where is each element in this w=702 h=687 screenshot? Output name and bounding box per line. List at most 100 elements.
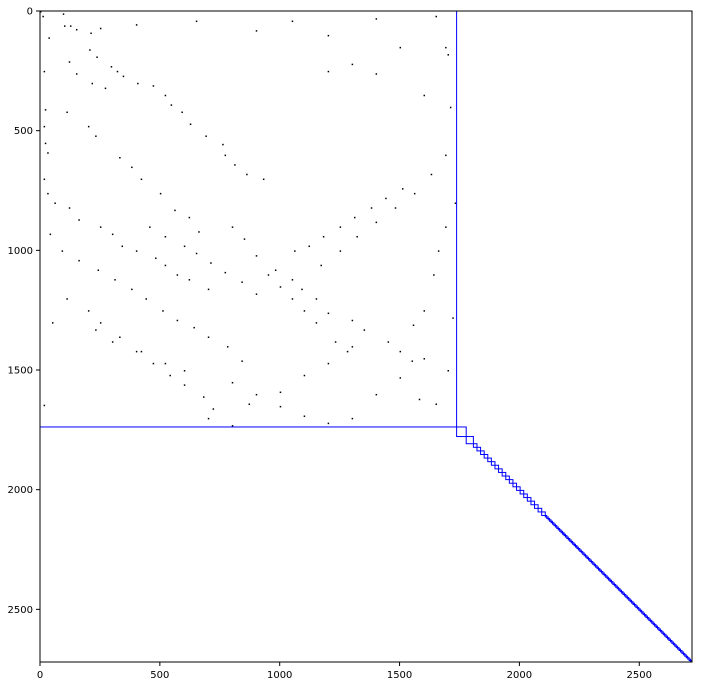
block-outline — [621, 591, 624, 594]
block-outline — [523, 493, 528, 499]
nonzero-point — [322, 235, 325, 238]
nonzero-point — [320, 264, 322, 267]
nonzero-point — [423, 94, 426, 97]
nonzero-point — [308, 245, 310, 248]
nonzero-point — [248, 403, 251, 406]
nonzero-point — [241, 281, 243, 283]
nonzero-point — [303, 374, 306, 377]
nonzero-point — [137, 82, 139, 85]
nonzero-point — [43, 70, 46, 73]
nonzero-point — [121, 245, 123, 248]
nonzero-point — [351, 417, 354, 420]
block-outline — [658, 628, 661, 631]
nonzero-point — [135, 350, 138, 353]
block-outline — [679, 650, 683, 653]
nonzero-point — [435, 15, 438, 18]
block-outline — [638, 608, 641, 611]
y-tick-label: 2000 — [8, 485, 33, 496]
nonzero-point — [351, 319, 354, 322]
nonzero-point — [385, 197, 387, 200]
nonzero-point — [433, 274, 435, 276]
nonzero-point — [119, 336, 121, 338]
block-outline — [544, 515, 548, 518]
block-outline — [656, 627, 660, 630]
nonzero-point — [327, 312, 330, 315]
nonzero-point — [437, 250, 440, 252]
block-outline — [626, 596, 630, 600]
x-tick-label: 1000 — [267, 670, 292, 681]
block-outline — [609, 579, 612, 583]
block-outline — [516, 486, 521, 491]
nonzero-point — [162, 310, 164, 312]
block-outline — [569, 539, 572, 542]
block-outline — [551, 522, 555, 525]
block-outline — [550, 520, 553, 524]
block-outline — [646, 616, 650, 620]
nonzero-point — [131, 288, 133, 291]
block-outline — [603, 573, 607, 577]
nonzero-point — [97, 269, 100, 271]
block-outline — [662, 632, 666, 636]
nonzero-point — [122, 75, 125, 78]
nonzero-point — [246, 173, 248, 176]
block-outline — [685, 655, 689, 659]
nonzero-point — [279, 391, 282, 394]
nonzero-point — [62, 13, 65, 15]
y-tick-label: 2500 — [8, 605, 33, 616]
block-outline — [625, 595, 628, 598]
block-outline — [563, 533, 566, 537]
block-outline — [562, 532, 565, 535]
nonzero-point — [291, 20, 294, 23]
block-outline — [508, 479, 514, 484]
nonzero-point — [279, 286, 282, 288]
block-outline — [619, 589, 623, 593]
nonzero-point — [205, 135, 207, 137]
nonzero-point — [294, 250, 296, 252]
block-outline — [649, 619, 653, 623]
block-outline — [635, 605, 638, 608]
x-tick-label: 0 — [37, 670, 43, 681]
nonzero-point — [339, 250, 342, 252]
block-outline — [622, 592, 625, 596]
nonzero-point — [231, 381, 234, 384]
nonzero-point — [99, 322, 102, 324]
nonzero-point — [375, 393, 378, 396]
nonzero-point — [44, 109, 47, 111]
nonzero-point — [418, 398, 421, 401]
block-outline — [664, 634, 667, 637]
nonzero-point — [363, 329, 366, 331]
nonzero-point — [224, 154, 227, 157]
nonzero-point — [116, 70, 119, 73]
block-outline — [642, 612, 646, 616]
nonzero-point — [183, 245, 186, 248]
nonzero-point — [78, 259, 80, 262]
nonzero-point — [447, 54, 449, 56]
nonzero-point — [411, 360, 414, 362]
block-outline — [613, 583, 617, 587]
nonzero-point — [188, 279, 191, 281]
nonzero-point — [95, 329, 97, 331]
block-outline — [618, 588, 621, 591]
nonzero-point — [188, 216, 191, 219]
nonzero-point — [445, 154, 447, 157]
nonzero-point — [231, 425, 234, 427]
block-outline — [636, 606, 640, 610]
block-outline — [631, 601, 634, 604]
nonzero-point — [40, 11, 42, 13]
nonzero-point — [164, 362, 167, 365]
block-outline — [652, 622, 656, 626]
nonzero-point — [159, 192, 162, 195]
nonzero-point — [279, 405, 282, 408]
nonzero-point — [231, 226, 234, 228]
nonzero-point — [224, 271, 227, 274]
block-outline — [553, 523, 556, 527]
nonzero-point — [75, 73, 78, 75]
block-outline — [687, 657, 690, 660]
nonzero-point — [375, 18, 378, 20]
nonzero-point — [195, 252, 198, 255]
block-outline — [494, 464, 500, 470]
nonzero-point — [399, 377, 402, 379]
block-outline — [639, 609, 643, 613]
block-outline — [557, 527, 561, 531]
